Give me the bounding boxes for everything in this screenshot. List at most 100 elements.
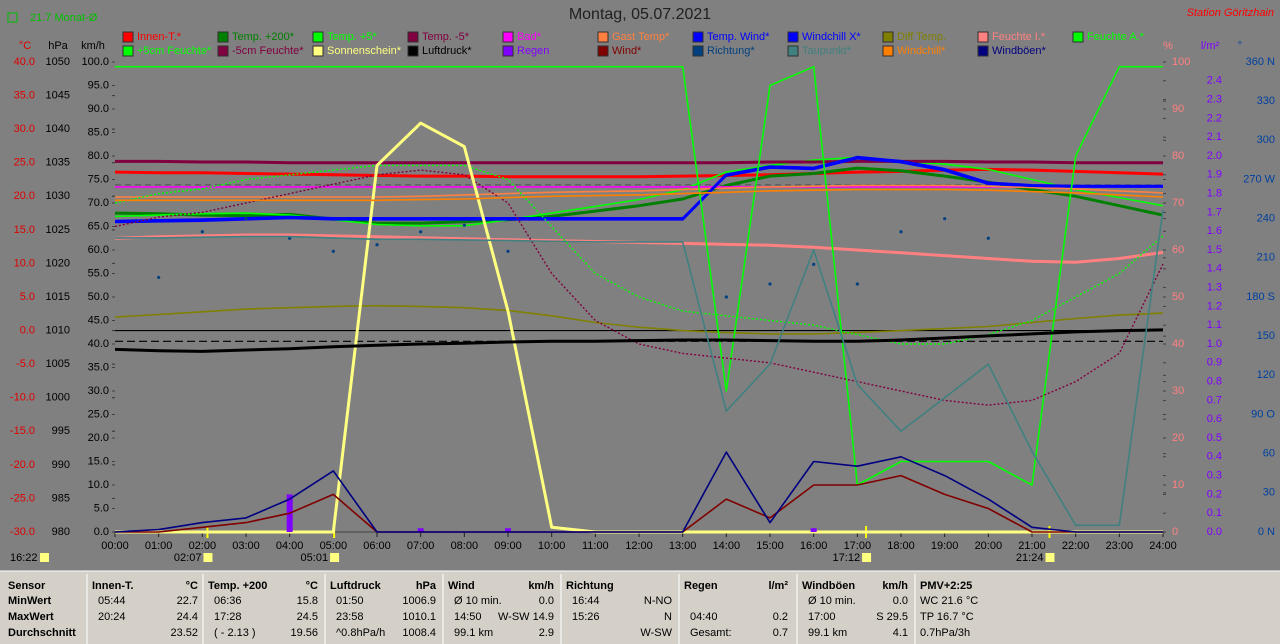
y-tick-label: 210 bbox=[1257, 252, 1275, 264]
direction-dot bbox=[855, 282, 859, 286]
y-tick-label: -25.0 bbox=[10, 492, 35, 504]
table-cell: 0.0 bbox=[893, 595, 908, 607]
y-tick-label: 985 bbox=[52, 492, 70, 504]
series-line bbox=[114, 304, 1164, 335]
row-label: MaxWert bbox=[8, 611, 54, 623]
y-tick-label: -10.0 bbox=[10, 392, 35, 404]
table-cell: N bbox=[664, 611, 672, 623]
legend-label: Regen bbox=[517, 45, 549, 57]
x-tick-label: 01:00 bbox=[145, 540, 173, 552]
legend-label: +5cm Feuchte* bbox=[137, 45, 212, 57]
y-tick-label: 0.5 bbox=[1207, 432, 1222, 444]
column-header: Temp. +200 bbox=[208, 580, 267, 592]
table-cell: Gesamt: bbox=[690, 627, 732, 639]
direction-dot bbox=[943, 217, 947, 221]
y-tick-label: 90.0 bbox=[88, 103, 109, 115]
y-tick-label: 330 bbox=[1257, 95, 1275, 107]
table-cell: ^0.8hPa/h bbox=[336, 627, 385, 639]
y-tick-label: 1010 bbox=[46, 324, 70, 336]
legend-swatch bbox=[882, 45, 894, 57]
legend-label: Windchill X* bbox=[802, 31, 861, 43]
y-tick-label: -20.0 bbox=[10, 459, 35, 471]
y-tick-label: 30 bbox=[1172, 385, 1184, 397]
y-tick-label: 2.2 bbox=[1207, 112, 1222, 124]
y-tick-label: 5.0 bbox=[94, 502, 109, 514]
direction-dot bbox=[288, 236, 292, 240]
y-tick-label: 10 bbox=[1172, 479, 1184, 491]
y-tick-label: 0.3 bbox=[1207, 470, 1222, 482]
sun-icon bbox=[203, 553, 213, 562]
y-tick-label: 90 O bbox=[1251, 408, 1275, 420]
x-tick-label: 09:00 bbox=[494, 540, 522, 552]
column-unit: °C bbox=[186, 580, 198, 592]
legend-swatch bbox=[977, 45, 989, 57]
y-tick-label: 1.4 bbox=[1207, 263, 1222, 275]
y-tick-label: 85.0 bbox=[88, 126, 109, 138]
axis-title: km/h bbox=[81, 40, 105, 52]
y-tick-label: 65.0 bbox=[88, 220, 109, 232]
y-tick-label: 10.0 bbox=[14, 257, 35, 269]
y-tick-label: 300 bbox=[1257, 134, 1275, 146]
y-tick-label: 70.0 bbox=[88, 197, 109, 209]
sun-icon bbox=[862, 553, 872, 562]
rain-bar bbox=[810, 528, 817, 532]
y-tick-label: 45.0 bbox=[88, 314, 109, 326]
sun-time: 21:24 bbox=[1016, 552, 1044, 564]
y-tick-label: 40.0 bbox=[88, 338, 109, 350]
table-cell: 15:26 bbox=[572, 611, 600, 623]
column-header: Richtung bbox=[566, 580, 614, 592]
table-cell: 1008.4 bbox=[402, 627, 436, 639]
series-line bbox=[114, 451, 1163, 533]
y-tick-label: 0.0 bbox=[20, 324, 35, 336]
y-tick-label: 10.0 bbox=[88, 479, 109, 491]
y-tick-label: 75.0 bbox=[88, 173, 109, 185]
y-tick-label: 2.3 bbox=[1207, 94, 1222, 106]
column-unit: °C bbox=[306, 580, 318, 592]
y-tick-label: 80 bbox=[1172, 150, 1184, 162]
table-cell: 2.9 bbox=[539, 627, 554, 639]
table-cell: 05:44 bbox=[98, 595, 126, 607]
table-cell: 20:24 bbox=[98, 611, 126, 623]
sun-icon bbox=[40, 553, 49, 562]
direction-dot bbox=[986, 236, 990, 240]
legend-swatch bbox=[312, 31, 324, 43]
stats-background bbox=[0, 571, 1280, 644]
y-tick-label: 60 bbox=[1263, 448, 1275, 460]
table-cell: S 29.5 bbox=[876, 611, 908, 623]
y-tick-label: 1.9 bbox=[1207, 169, 1222, 181]
direction-dot bbox=[331, 249, 335, 253]
table-cell: ( - 2.13 ) bbox=[214, 627, 256, 639]
legend-label: Wind* bbox=[612, 45, 642, 57]
table-cell: 24.4 bbox=[177, 611, 198, 623]
y-tick-label: 270 W bbox=[1243, 173, 1275, 185]
y-tick-label: 1.5 bbox=[1207, 244, 1222, 256]
table-cell: 17:28 bbox=[214, 611, 242, 623]
table-cell: 4.1 bbox=[893, 627, 908, 639]
sun-icon bbox=[330, 553, 340, 562]
legend-label: -5cm Feuchte* bbox=[232, 45, 304, 57]
legend-label: Temp. +5* bbox=[327, 31, 378, 43]
legend-label: Richtung* bbox=[707, 45, 755, 57]
y-tick-label: 990 bbox=[52, 459, 70, 471]
legend-swatch bbox=[787, 31, 799, 43]
y-tick-label: 0.1 bbox=[1207, 507, 1222, 519]
table-cell: 04:40 bbox=[690, 611, 718, 623]
legend-swatch bbox=[692, 31, 704, 43]
column-unit: hPa bbox=[416, 580, 437, 592]
axis-title: % bbox=[1163, 40, 1173, 52]
y-tick-label: 240 bbox=[1257, 213, 1275, 225]
column-header: Wind bbox=[448, 580, 475, 592]
legend-label: Feuchte A.* bbox=[1087, 31, 1145, 43]
direction-dot bbox=[375, 243, 379, 247]
sun-icon bbox=[1045, 553, 1055, 562]
series-line bbox=[115, 188, 1164, 202]
table-cell: 14:50 bbox=[454, 611, 482, 623]
y-tick-label: 40 bbox=[1172, 338, 1184, 350]
y-tick-label: 1000 bbox=[46, 392, 70, 404]
x-tick-label: 23:00 bbox=[1106, 540, 1134, 552]
y-tick-label: 0.8 bbox=[1207, 376, 1222, 388]
y-tick-label: 100 bbox=[1172, 56, 1190, 68]
table-cell: 24.5 bbox=[297, 611, 318, 623]
table-cell: 01:50 bbox=[336, 595, 364, 607]
direction-dot bbox=[506, 249, 510, 253]
